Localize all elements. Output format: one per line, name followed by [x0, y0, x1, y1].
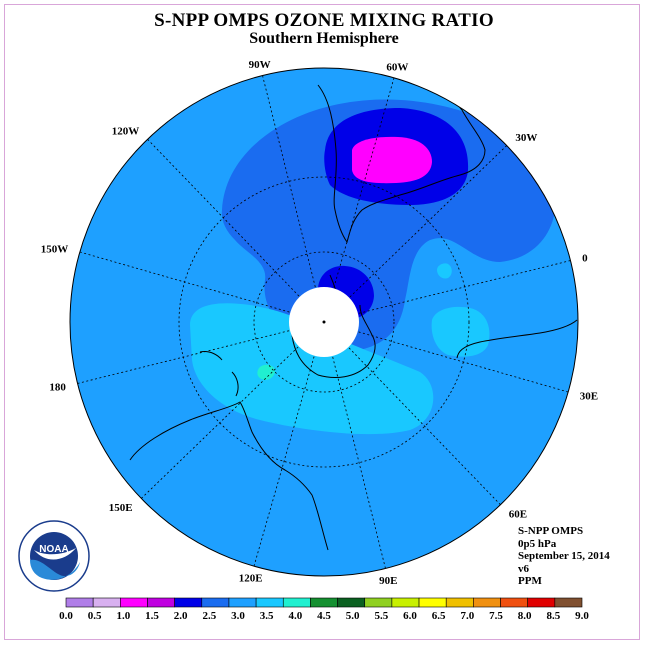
longitude-label: 150W — [41, 244, 69, 256]
meridian-line — [323, 260, 571, 323]
coast-new-zealand — [199, 351, 239, 397]
longitude-label: 150E — [109, 502, 133, 514]
meridian-line — [323, 321, 386, 569]
figure-frame — [4, 4, 640, 640]
longitude-label: 30E — [580, 390, 598, 402]
coast-africa — [456, 319, 578, 359]
pole-dot — [322, 320, 326, 324]
info-version: v6 — [518, 562, 529, 575]
meridian-line — [79, 251, 325, 323]
meridian-line — [323, 321, 501, 505]
meridian-line — [262, 75, 325, 323]
meridian-line — [77, 321, 325, 384]
contour-3.5-spot — [257, 364, 275, 380]
graticule — [77, 75, 571, 569]
contour-3.0-region — [190, 303, 434, 435]
longitude-label: 90W — [249, 59, 271, 71]
coast-south-america — [317, 79, 486, 244]
meridian-line — [141, 321, 325, 499]
meridian-line — [147, 139, 325, 323]
meridian-line — [323, 145, 507, 323]
longitude-label: 30W — [515, 132, 537, 144]
info-block: S-NPP OMPS 0p5 hPa September 15, 2014 v6… — [518, 525, 610, 588]
noaa-logo: NOAA — [18, 520, 90, 592]
noaa-logo-text: NOAA — [39, 544, 68, 555]
coastlines — [129, 79, 578, 551]
info-instrument: S-NPP OMPS — [518, 525, 584, 537]
info-date: September 15, 2014 — [518, 550, 610, 562]
map-title: S-NPP OMPS OZONE MIXING RATIO — [154, 10, 494, 31]
contour-3.0-spot — [437, 263, 452, 279]
longitude-label: 120W — [112, 126, 140, 138]
contour-2.0-region — [221, 99, 556, 351]
meridian-line — [323, 77, 395, 323]
longitude-label: 0 — [582, 253, 588, 265]
longitude-labels: 90W 60W 30W 0 30E 60E 90E 120E 150E 180 150W 120W — [41, 59, 598, 587]
contour-1.0-region — [352, 136, 432, 184]
longitude-label: 90E — [379, 575, 397, 587]
longitude-label: 60W — [386, 61, 408, 73]
info-level: 0p5 hPa — [518, 537, 557, 550]
map-border — [69, 67, 579, 577]
latitude-circle — [178, 176, 470, 468]
latitude-circle — [253, 251, 395, 393]
longitude-label: 120E — [239, 573, 263, 585]
coast-australia — [129, 401, 329, 551]
meridian-line — [253, 321, 325, 567]
map-subtitle: Southern Hemisphere — [249, 30, 399, 47]
longitude-label: 60E — [509, 508, 527, 520]
longitude-label: 180 — [49, 381, 66, 393]
info-units: PPM — [518, 575, 542, 587]
meridian-line — [323, 321, 569, 393]
contour-3.0-east — [431, 306, 490, 357]
